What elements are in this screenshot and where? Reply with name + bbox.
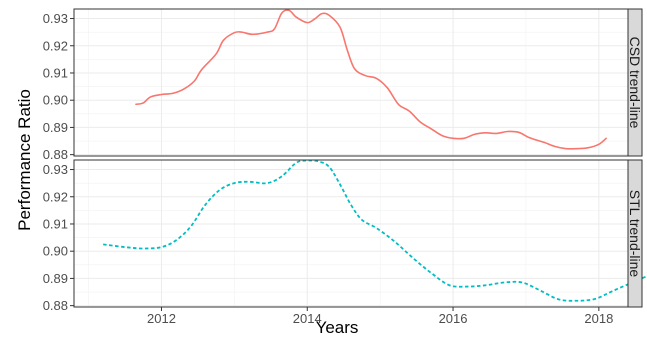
y-tick-label: 0.88 [43, 298, 68, 313]
facet-strip [627, 8, 643, 157]
y-tick-label: 0.93 [43, 11, 68, 26]
y-tick-label: 0.92 [43, 38, 68, 53]
y-tick-label: 0.91 [43, 65, 68, 80]
facet-strip-label: CSD trend-line [627, 37, 643, 129]
y-tick-label: 0.91 [43, 216, 68, 231]
panel-stl: 0.88 0.89 0.90 0.91 0.92 0.93 STL trend-line [43, 159, 647, 313]
y-axis-title: Performance Ratio [15, 89, 34, 231]
series-line-csd [135, 9, 607, 150]
x-tick-label: 2014 [293, 311, 322, 326]
panel-csd: 0.88 0.89 0.90 0.91 0.92 0.93 CSD trend-line [43, 8, 643, 162]
facet-strip [627, 159, 643, 308]
x-axis: 2012 2014 2016 2018 [147, 307, 613, 326]
y-tick-label: 0.90 [43, 93, 68, 108]
x-axis-title: Years [316, 318, 359, 337]
y-tick-label: 0.92 [43, 189, 68, 204]
facet-strip-label: STL trend-line [627, 190, 643, 278]
panel-background [74, 9, 628, 156]
y-tick-label: 0.88 [43, 147, 68, 162]
x-tick-label: 2018 [584, 311, 613, 326]
x-tick-label: 2012 [147, 311, 176, 326]
y-tick-label: 0.89 [43, 271, 68, 286]
y-tick-label: 0.90 [43, 244, 68, 259]
y-tick-label: 0.93 [43, 162, 68, 177]
panel-background [74, 160, 628, 307]
x-tick-label: 2016 [439, 311, 468, 326]
y-tick-label: 0.89 [43, 120, 68, 135]
